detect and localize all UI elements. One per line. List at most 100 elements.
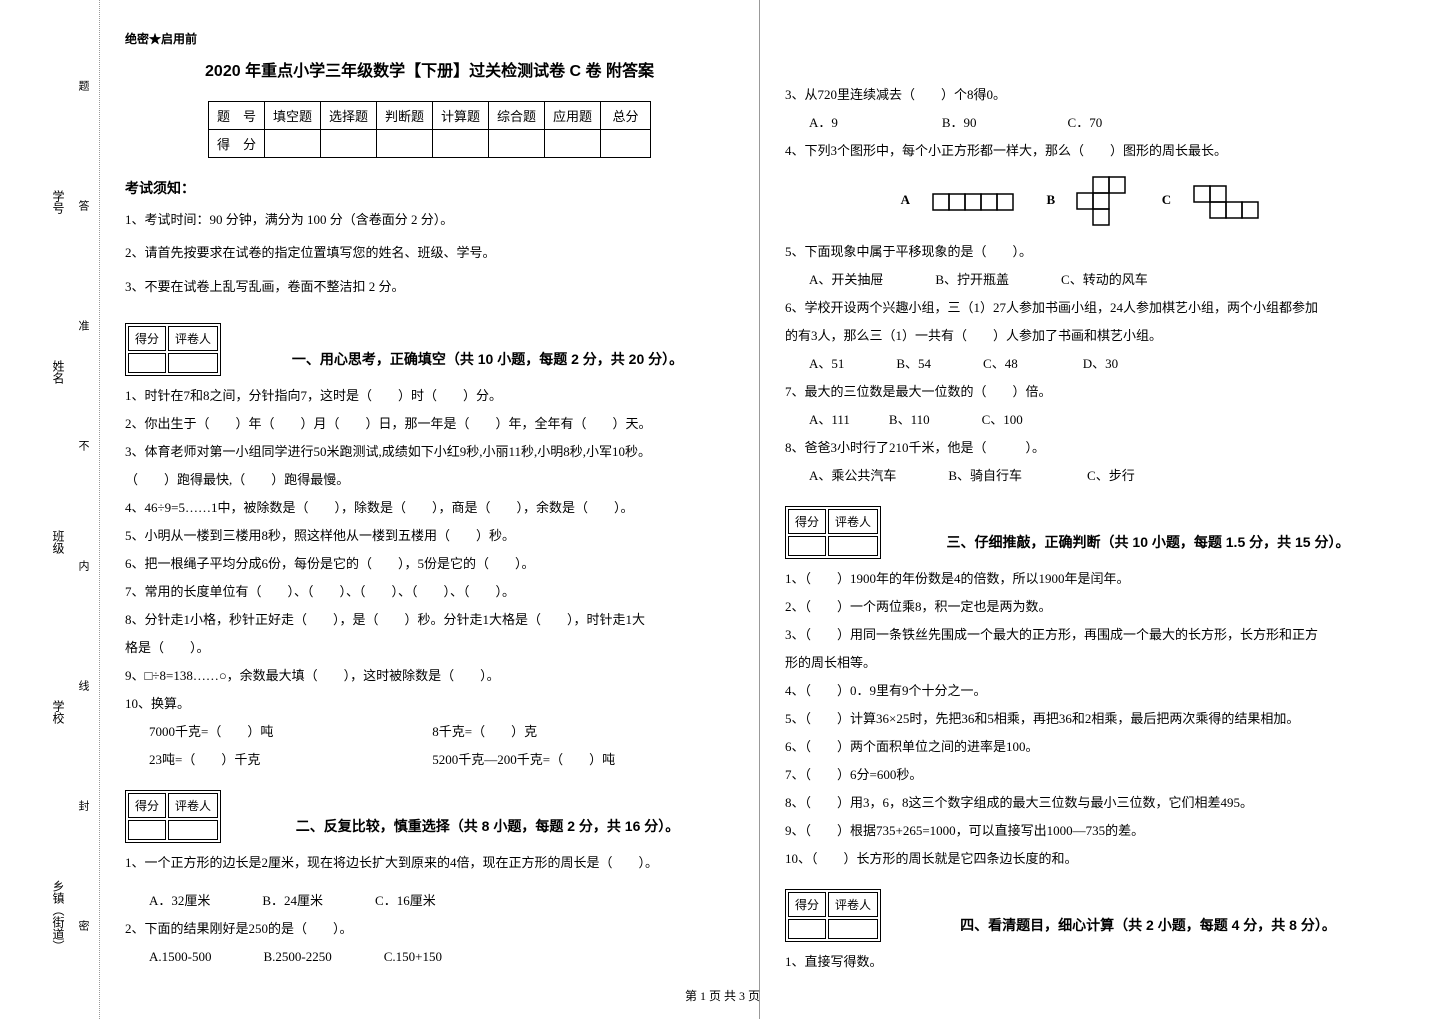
q1-3b: （ ）跑得最快,（ ）跑得最慢。 xyxy=(125,467,734,493)
section4-title: 四、看清题目，细心计算（共 2 小题，每题 4 分，共 8 分）。 xyxy=(901,915,1395,935)
scorer-cell xyxy=(828,536,878,556)
score-header: 总分 xyxy=(601,102,651,130)
shape-label-c: C xyxy=(1162,192,1171,207)
q1-2: 2、你出生于（ ）年（ ）月（ ）日，那一年是（ ）年，全年有（ ）天。 xyxy=(125,411,734,437)
scorer-label: 评卷人 xyxy=(828,509,878,534)
spacer xyxy=(785,30,1395,80)
q1-10-row: 7000千克=（ ）吨 8千克=（ ）克 xyxy=(125,719,734,745)
score-cell xyxy=(376,130,432,158)
seal-line-char: 密 xyxy=(75,920,91,939)
q3-5: 5、（ ）计算36×25时，先把36和5相乘，再把36和2相乘，最后把两次乘得的… xyxy=(785,706,1395,732)
seal-line-char: 不 xyxy=(75,440,91,459)
score-header: 判断题 xyxy=(376,102,432,130)
q3-7: 7、（ ）6分=600秒。 xyxy=(785,762,1395,788)
score-header: 计算题 xyxy=(433,102,489,130)
note-item: 3、不要在试卷上乱写乱画，卷面不整洁扣 2 分。 xyxy=(125,275,734,298)
score-header: 填空题 xyxy=(264,102,320,130)
score-header: 应用题 xyxy=(545,102,601,130)
scorer-cell xyxy=(788,536,826,556)
q3-9: 9、（ ）根据735+265=1000，可以直接写出1000—735的差。 xyxy=(785,818,1395,844)
scorer-cell xyxy=(828,919,878,939)
q1-3a: 3、体育老师对第一小组同学进行50米跑测试,成绩如下小红9秒,小丽11秒,小明8… xyxy=(125,439,734,465)
q4-1: 1、直接写得数。 xyxy=(785,949,1395,975)
scorer-label: 评卷人 xyxy=(168,326,218,351)
page-number: 第 1 页 共 3 页 xyxy=(685,987,760,1004)
score-header: 综合题 xyxy=(489,102,545,130)
score-cell xyxy=(545,130,601,158)
q3-4: 4、（ ）0．9里有9个十分之一。 xyxy=(785,678,1395,704)
sidebar-label: 乡镇（街道） xyxy=(50,880,67,952)
scorer-cell xyxy=(128,353,166,373)
q1-10-row: 23吨=（ ）千克 5200千克—200千克=（ ）吨 xyxy=(125,747,734,773)
q2-4: 4、下列3个图形中，每个小正方形都一样大，那么（ ）图形的周长最长。 xyxy=(785,138,1395,164)
scorer-cell xyxy=(128,820,166,840)
secret-label: 绝密★启用前 xyxy=(125,30,734,47)
section3-questions: 1、（ ）1900年的年份数是4的倍数，所以1900年是闰年。 2、（ ）一个两… xyxy=(785,566,1395,872)
q1-5: 5、小明从一楼到三楼用8秒，照这样他从一楼到五楼用（ ）秒。 xyxy=(125,523,734,549)
score-cell xyxy=(320,130,376,158)
q3-1: 1、（ ）1900年的年份数是4的倍数，所以1900年是闰年。 xyxy=(785,566,1395,592)
seal-line-char: 内 xyxy=(75,560,91,579)
score-cell xyxy=(264,130,320,158)
q3-6: 6、（ ）两个面积单位之间的进率是100。 xyxy=(785,734,1395,760)
section1-title: 一、用心思考，正确填空（共 10 小题，每题 2 分，共 20 分）。 xyxy=(241,349,734,369)
q3-3b: 形的周长相等。 xyxy=(785,650,1395,676)
q2-8-opts: A、乘公共汽车 B、骑自行车 C、步行 xyxy=(785,463,1395,489)
score-cell xyxy=(601,130,651,158)
spacer xyxy=(125,878,734,886)
scorer-label: 得分 xyxy=(128,793,166,818)
q1-6: 6、把一根绳子平均分成6份，每份是它的（ ），5份是它的（ ）。 xyxy=(125,551,734,577)
q2-5: 5、下面现象中属于平移现象的是（ ）。 xyxy=(785,239,1395,265)
exam-notes: 1、考试时间：90 分钟，满分为 100 分（含卷面分 2 分）。 2、请首先按… xyxy=(125,208,734,298)
q1-9: 9、□÷8=138……○，余数最大填（ ），这时被除数是（ ）。 xyxy=(125,663,734,689)
seal-line-char: 题 xyxy=(75,80,91,99)
q2-2-opts: A.1500-500 B.2500-2250 C.150+150 xyxy=(125,944,734,970)
sidebar-label: 学号 xyxy=(50,190,67,214)
q1-10d: 5200千克—200千克=（ ）吨 xyxy=(432,752,615,767)
q1-8a: 8、分针走1小格，秒针正好走（ ），是（ ）秒。分针走1大格是（ ），时针走1大 xyxy=(125,607,734,633)
q1-10c: 23吨=（ ）千克 xyxy=(149,747,429,773)
score-cell xyxy=(433,130,489,158)
scorer-label: 得分 xyxy=(788,509,826,534)
shape-figures: A B C xyxy=(785,174,1395,229)
left-column: 绝密★启用前 2020 年重点小学三年级数学【下册】过关检测试卷 C 卷 附答案… xyxy=(100,0,760,1019)
shape-label-a: A xyxy=(901,192,910,207)
scorer-label: 评卷人 xyxy=(828,892,878,917)
q2-3-opts: A．9 B．90 C．70 xyxy=(785,110,1395,136)
q2-7-opts: A、111 B、110 C、100 xyxy=(785,407,1395,433)
seal-line-char: 答 xyxy=(75,200,91,219)
score-cell xyxy=(489,130,545,158)
notes-heading: 考试须知： xyxy=(125,178,734,198)
q2-6b: 的有3人，那么三（1）一共有（ ）人参加了书画和棋艺小组。 xyxy=(785,323,1395,349)
scorer-label: 得分 xyxy=(128,326,166,351)
note-item: 1、考试时间：90 分钟，满分为 100 分（含卷面分 2 分）。 xyxy=(125,208,734,231)
q3-3a: 3、（ ）用同一条铁丝先围成一个最大的正方形，再围成一个最大的长方形，长方形和正… xyxy=(785,622,1395,648)
seal-line-char: 准 xyxy=(75,320,91,339)
q2-1-opts: A．32厘米 B．24厘米 C．16厘米 xyxy=(125,888,734,914)
q3-10: 10、（ ）长方形的周长就是它四条边长度的和。 xyxy=(785,846,1395,872)
q2-6a: 6、学校开设两个兴趣小组，三（1）27人参加书画小组，24人参加棋艺小组，两个小… xyxy=(785,295,1395,321)
section1-questions: 1、时针在7和8之间，分针指向7，这时是（ ）时（ ）分。 2、你出生于（ ）年… xyxy=(125,383,734,773)
q1-1: 1、时针在7和8之间，分针指向7，这时是（ ）时（ ）分。 xyxy=(125,383,734,409)
shape-b-icon xyxy=(1073,174,1143,229)
q1-4: 4、46÷9=5……1中，被除数是（ ），除数是（ ），商是（ ），余数是（ ）… xyxy=(125,495,734,521)
q2-8: 8、爸爸3小时行了210千米，他是（ ）。 xyxy=(785,435,1395,461)
section2-questions-left: 1、一个正方形的边长是2厘米，现在将边长扩大到原来的4倍，现在正方形的周长是（ … xyxy=(125,850,734,970)
section4-questions: 1、直接写得数。 xyxy=(785,949,1395,975)
scorer-label: 评卷人 xyxy=(168,793,218,818)
q1-10b: 8千克=（ ）克 xyxy=(432,724,537,739)
sidebar-label: 姓名 xyxy=(50,360,67,384)
exam-title: 2020 年重点小学三年级数学【下册】过关检测试卷 C 卷 附答案 xyxy=(125,57,734,81)
note-item: 2、请首先按要求在试卷的指定位置填写您的姓名、班级、学号。 xyxy=(125,241,734,264)
score-row-label: 得 分 xyxy=(208,130,264,158)
q1-10: 10、换算。 xyxy=(125,691,734,717)
q2-1: 1、一个正方形的边长是2厘米，现在将边长扩大到原来的4倍，现在正方形的周长是（ … xyxy=(125,850,734,876)
seal-line-char: 线 xyxy=(75,680,91,699)
shape-label-b: B xyxy=(1047,192,1056,207)
scorer-box: 得分评卷人 xyxy=(125,790,221,843)
scorer-cell xyxy=(788,919,826,939)
main-content: 绝密★启用前 2020 年重点小学三年级数学【下册】过关检测试卷 C 卷 附答案… xyxy=(100,0,1445,1019)
q3-2: 2、（ ）一个两位乘8，积一定也是两为数。 xyxy=(785,594,1395,620)
scorer-box: 得分评卷人 xyxy=(125,323,221,376)
q1-7: 7、常用的长度单位有（ ）、（ ）、（ ）、（ ）、（ ）。 xyxy=(125,579,734,605)
